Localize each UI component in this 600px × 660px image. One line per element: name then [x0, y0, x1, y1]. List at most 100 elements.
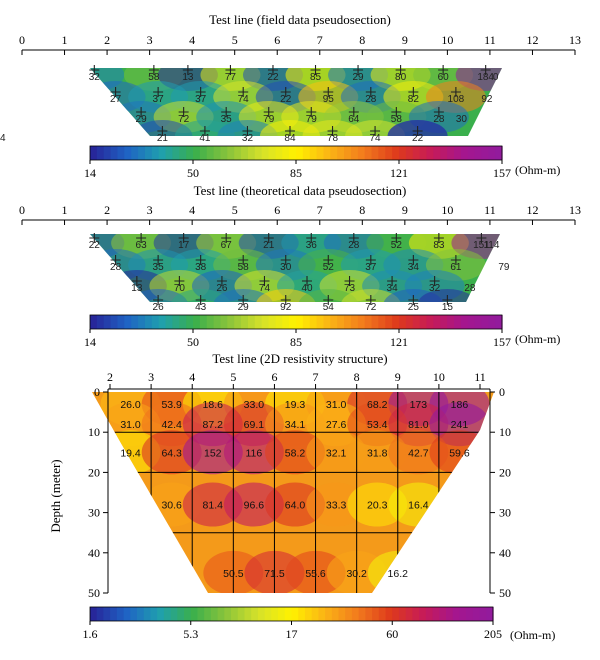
x-tick-label: 2: [104, 33, 110, 47]
colorbar-swatch: [330, 146, 338, 160]
data-point-value: 41: [199, 133, 211, 144]
data-point-value: 34: [408, 262, 420, 273]
data-point-marker: [442, 295, 453, 305]
colorbar-swatch: [206, 146, 215, 160]
data-point-marker: [348, 233, 359, 243]
colorbar-swatch: [278, 607, 286, 621]
resistivity-blob: [306, 430, 367, 475]
data-point-value: 22: [267, 72, 279, 83]
colorbar-swatch: [447, 146, 455, 160]
data-point-marker: [131, 276, 142, 286]
data-point-marker: [216, 276, 227, 286]
colorbar-swatch: [254, 146, 263, 160]
data-point-value: 67: [221, 240, 233, 251]
colorbar-swatch: [184, 607, 192, 621]
colorbar-swatch: [440, 146, 448, 160]
panel-2-title: Test line (theoretical data pseudosectio…: [194, 183, 407, 198]
data-point-marker: [221, 107, 232, 117]
colorbar-swatch: [247, 146, 256, 160]
data-point-marker: [110, 87, 121, 97]
panel-3-cell-values: 26.0 53.9 18.6 33.0 19.3 31.0 68.2 173 186 31.0 42…: [120, 399, 469, 580]
colorbar-swatch: [217, 607, 225, 621]
colorbar-swatch: [157, 607, 165, 621]
resistivity-blob: [265, 430, 325, 475]
colorbar-swatch: [304, 607, 313, 621]
colorbar-swatch: [206, 315, 215, 329]
x-tick-label: 0: [19, 203, 25, 217]
data-point-value: 72: [178, 114, 190, 125]
colorbar-swatch: [284, 607, 293, 621]
colorbar-swatch: [268, 146, 276, 160]
colorbar-swatch: [452, 607, 461, 621]
data-point-marker: [433, 233, 444, 243]
colorbar-swatch: [186, 146, 194, 160]
colorbar-swatch: [186, 315, 194, 329]
data-point-marker: [344, 276, 355, 286]
colorbar-swatch: [296, 146, 304, 160]
data-point-value: 29: [352, 72, 364, 83]
cell-value: 42.4: [161, 419, 182, 431]
colorbar-swatch: [244, 607, 252, 621]
cell-value: 173: [410, 399, 428, 411]
data-point-marker: [408, 87, 419, 97]
colorbar-swatch: [399, 315, 407, 329]
data-point-marker: [365, 87, 376, 97]
y-tick-label-right: 50: [499, 586, 511, 600]
colorbar-swatch: [440, 315, 448, 329]
colorbar-swatch: [488, 146, 496, 160]
colorbar-swatch: [337, 315, 345, 329]
resistivity-blob: [387, 120, 448, 136]
cell-value: 19.4: [120, 447, 141, 459]
colorbar-swatch: [364, 146, 373, 160]
data-point-marker: [178, 233, 189, 243]
colorbar-tick-label: 85: [290, 335, 302, 349]
resistivity-blob: [417, 289, 478, 302]
data-point-marker: [153, 295, 164, 305]
data-point-value: 28: [464, 283, 476, 294]
colorbar-swatch: [110, 315, 119, 329]
colorbar-swatch: [123, 607, 131, 621]
colorbar-swatch: [172, 146, 180, 160]
y-tick-label: 40: [88, 546, 100, 560]
colorbar-swatch: [412, 146, 421, 160]
colorbar-swatch: [385, 607, 393, 621]
colorbar-swatch: [199, 146, 208, 160]
data-point-value: 60: [438, 72, 450, 83]
colorbar-swatch: [309, 315, 318, 329]
data-point-value: 40: [301, 283, 313, 294]
data-point-value: 78: [327, 133, 339, 144]
colorbar-swatch: [426, 146, 434, 160]
colorbar-swatch: [172, 315, 180, 329]
data-point-value: 58: [238, 262, 250, 273]
x-tick-label: 7: [313, 370, 319, 384]
colorbar-swatch: [453, 315, 462, 329]
x-tick-label: 12: [526, 33, 538, 47]
data-point-value: 58: [391, 114, 403, 125]
data-point-value: 52: [323, 262, 335, 273]
theoretical-data-pseudosection-panel: Test line (theoretical data pseudosectio…: [19, 183, 581, 349]
colorbar-swatch: [345, 607, 353, 621]
data-point-marker: [89, 65, 100, 75]
colorbar-swatch: [197, 607, 205, 621]
y-tick-label: 20: [88, 465, 100, 479]
data-point-value: 37: [153, 94, 165, 105]
colorbar-swatch: [481, 315, 489, 329]
x-tick-label: 10: [441, 203, 453, 217]
cell-value: 50.5: [223, 568, 244, 580]
colorbar-swatch: [398, 607, 407, 621]
cell-value: 68.2: [367, 399, 388, 411]
colorbar-swatch: [199, 315, 208, 329]
y-tick-label-right: 10: [499, 425, 511, 439]
data-point-marker: [195, 295, 206, 305]
x-tick-label: 13: [569, 203, 581, 217]
colorbar-swatch: [90, 146, 98, 160]
data-point-marker: [353, 65, 364, 75]
y-tick-label: 30: [88, 506, 100, 520]
colorbar-swatch: [425, 607, 434, 621]
data-point-marker: [408, 295, 419, 305]
colorbar-swatch: [257, 607, 266, 621]
data-point-marker: [238, 87, 249, 97]
colorbar-swatch: [311, 607, 319, 621]
colorbar-swatch: [460, 315, 469, 329]
colorbar-swatch: [213, 146, 222, 160]
